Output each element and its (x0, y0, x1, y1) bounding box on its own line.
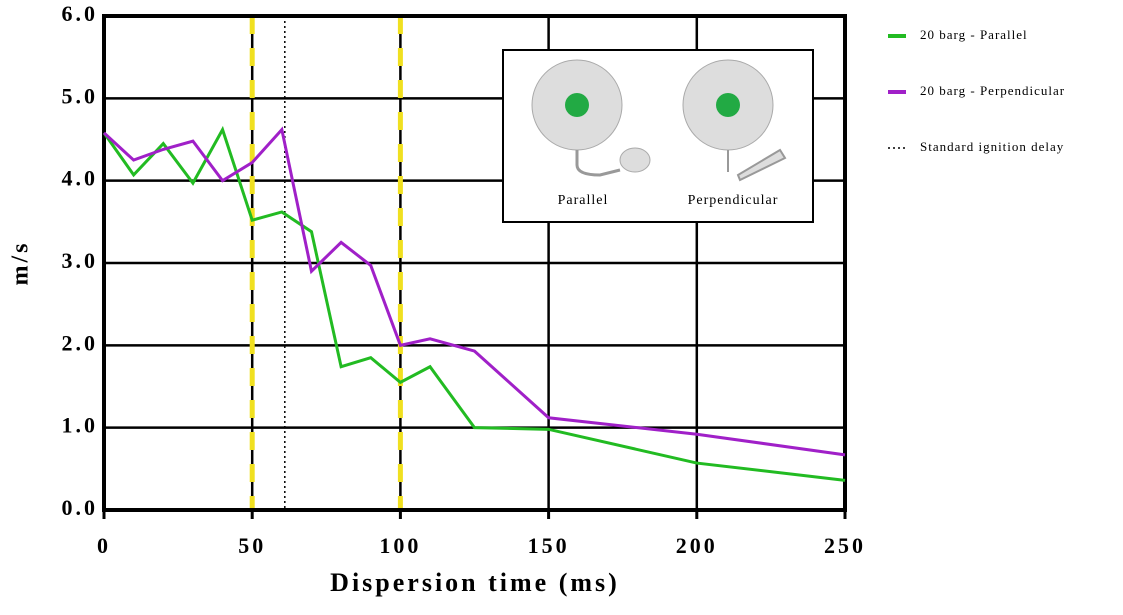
x-tick-label: 50 (238, 533, 266, 558)
inset: Parallel Perpendicular (502, 49, 814, 223)
legend-label: 20 barg - Parallel (920, 27, 1028, 42)
x-tick-label: 0 (97, 533, 111, 558)
igniter (565, 93, 589, 117)
nozzle (575, 150, 621, 177)
x-tick-label: 100 (379, 533, 421, 558)
y-tick-label: 4.0 (62, 166, 99, 191)
y-tick-label: 3.0 (62, 248, 99, 273)
x-tick-label: 250 (824, 533, 866, 558)
x-tick-label: 200 (676, 533, 718, 558)
y-tick-label: 1.0 (62, 413, 99, 438)
reservoir (619, 147, 651, 173)
nozzle (727, 148, 787, 182)
igniter (716, 93, 740, 117)
series-line (102, 125, 846, 482)
plot-frame (102, 14, 847, 512)
legend-label: Standard ignition delay (920, 139, 1064, 154)
legend-label: 20 barg - Perpendicular (920, 83, 1065, 98)
y-tick-label: 5.0 (62, 83, 99, 108)
inset-label: Perpendicular (688, 193, 779, 208)
y-axis-title: m/s (8, 241, 34, 286)
series-line (102, 126, 846, 457)
y-tick-label: 6.0 (62, 1, 99, 26)
x-tick-label: 150 (528, 533, 570, 558)
y-tick-label: 0.0 (62, 495, 99, 520)
x-axis-title: Dispersion time (ms) (330, 568, 620, 597)
inset-label: Parallel (558, 193, 609, 208)
y-tick-label: 2.0 (62, 330, 99, 355)
